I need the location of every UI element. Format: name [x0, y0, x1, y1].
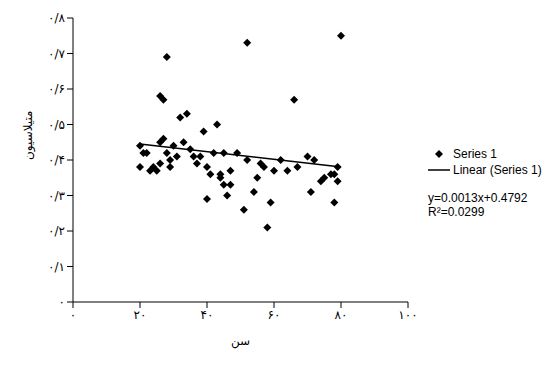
html-text:R²=0.0299: R²=0.0299: [428, 204, 485, 219]
svg-text:۰/۲: ۰/۲: [48, 224, 65, 238]
svg-text:متیلاسیون: متیلاسیون: [21, 110, 36, 160]
svg-text:۰: ۰: [70, 308, 76, 322]
svg-text:۰: ۰: [59, 295, 65, 309]
svg-text:۴۰: ۴۰: [201, 308, 214, 322]
svg-text:۰/۴: ۰/۴: [48, 153, 65, 167]
html-text:y=0.0013x+0.4792: y=0.0013x+0.4792: [428, 190, 528, 205]
svg-text:۸۰: ۸۰: [335, 308, 348, 322]
svg-text:۰/۵: ۰/۵: [48, 118, 65, 132]
svg-text:۰/۶: ۰/۶: [48, 82, 65, 96]
svg-text:۰/۱: ۰/۱: [48, 260, 65, 274]
svg-text:۱۰۰: ۱۰۰: [398, 308, 417, 322]
svg-text:۰/۷: ۰/۷: [48, 47, 65, 61]
html-text:Series 1: Series 1: [453, 146, 497, 161]
svg-text:۰/۸: ۰/۸: [48, 11, 65, 25]
html-text:Linear (Series 1): Linear (Series 1): [453, 162, 542, 177]
svg-text:۲۰: ۲۰: [134, 308, 147, 322]
svg-text:۰/۳: ۰/۳: [48, 189, 65, 203]
svg-text:۶۰: ۶۰: [268, 308, 281, 322]
svg-text:سن: سن: [231, 334, 250, 349]
